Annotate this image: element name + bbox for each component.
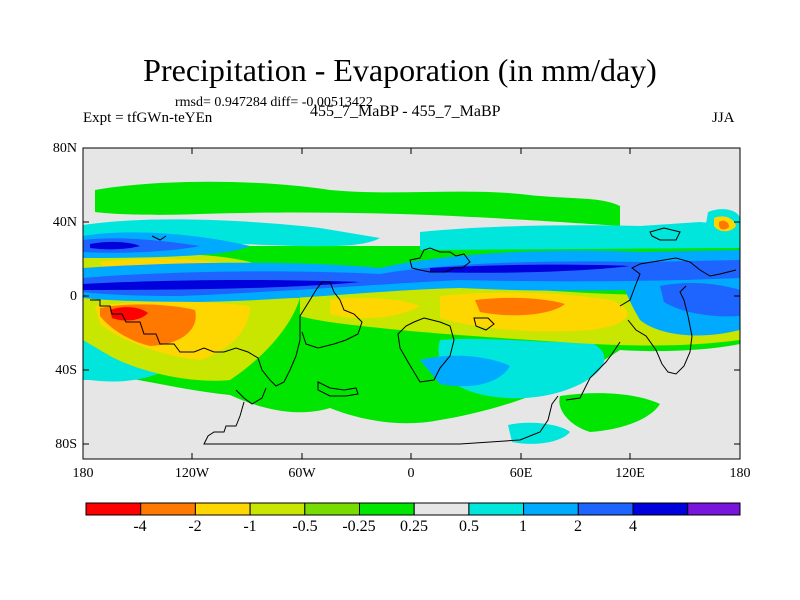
colorbar-label: -4 — [133, 518, 147, 535]
lon-label-0: 0 — [407, 466, 415, 481]
lon-label-60e: 60E — [509, 466, 533, 481]
colorbar-box-11 — [687, 502, 741, 516]
field-red — [110, 307, 148, 321]
map-title: Precipitation - Evaporation (in mm/day) — [143, 52, 657, 88]
axis-ticks — [82, 147, 741, 459]
lon-label-180w: 180 — [72, 466, 94, 481]
lat-label-80n: 80N — [52, 141, 77, 156]
experiment-label: Expt = tfGWn-teYEn — [83, 110, 213, 126]
lat-label-40s: 40S — [55, 363, 77, 378]
colorbar-box-7 — [468, 502, 525, 516]
field-darkblue — [83, 241, 630, 290]
colorbar-box-6 — [413, 502, 470, 516]
lat-label-80s: 80S — [55, 437, 77, 452]
colorbar-box-10 — [632, 502, 689, 516]
colorbar-box-3 — [249, 502, 306, 516]
land-outlines — [90, 227, 737, 445]
colorbar-box-5 — [359, 502, 415, 516]
stats-line: rmsd= 0.947284 diff= -0.00513422 — [175, 95, 373, 110]
colorbar-label: -2 — [188, 518, 202, 535]
lon-label-180e: 180 — [729, 466, 751, 481]
colorbar-box-1 — [140, 502, 196, 516]
colorbar-box-8 — [523, 502, 579, 516]
colorbar-label: -0.25 — [342, 518, 376, 535]
colorbar-box-0 — [85, 502, 142, 516]
colorbar-box-4 — [304, 502, 360, 516]
case-label: 455_7_MaBP - 455_7_MaBP — [310, 103, 501, 120]
colorbar-label: -1 — [243, 518, 257, 535]
lon-label-120w: 120W — [174, 466, 210, 481]
field-ne-spot — [706, 209, 740, 240]
lat-label-40n: 40N — [52, 215, 77, 230]
colorbar-box-2 — [194, 502, 251, 516]
lon-label-120e: 120E — [615, 466, 645, 481]
lon-label-60w: 60W — [288, 466, 316, 481]
colorbar-label: 2 — [574, 518, 582, 535]
colorbar-box-9 — [577, 502, 634, 516]
season-label: JJA — [712, 110, 735, 126]
colorbar-label: 4 — [629, 518, 637, 535]
colorbar — [85, 502, 741, 516]
colorbar-label: -0.5 — [292, 518, 318, 535]
colorbar-label: 1 — [519, 518, 527, 535]
lat-label-eq: 0 — [70, 289, 77, 304]
colorbar-label: 0.25 — [400, 518, 428, 535]
colorbar-label: 0.5 — [459, 518, 479, 535]
